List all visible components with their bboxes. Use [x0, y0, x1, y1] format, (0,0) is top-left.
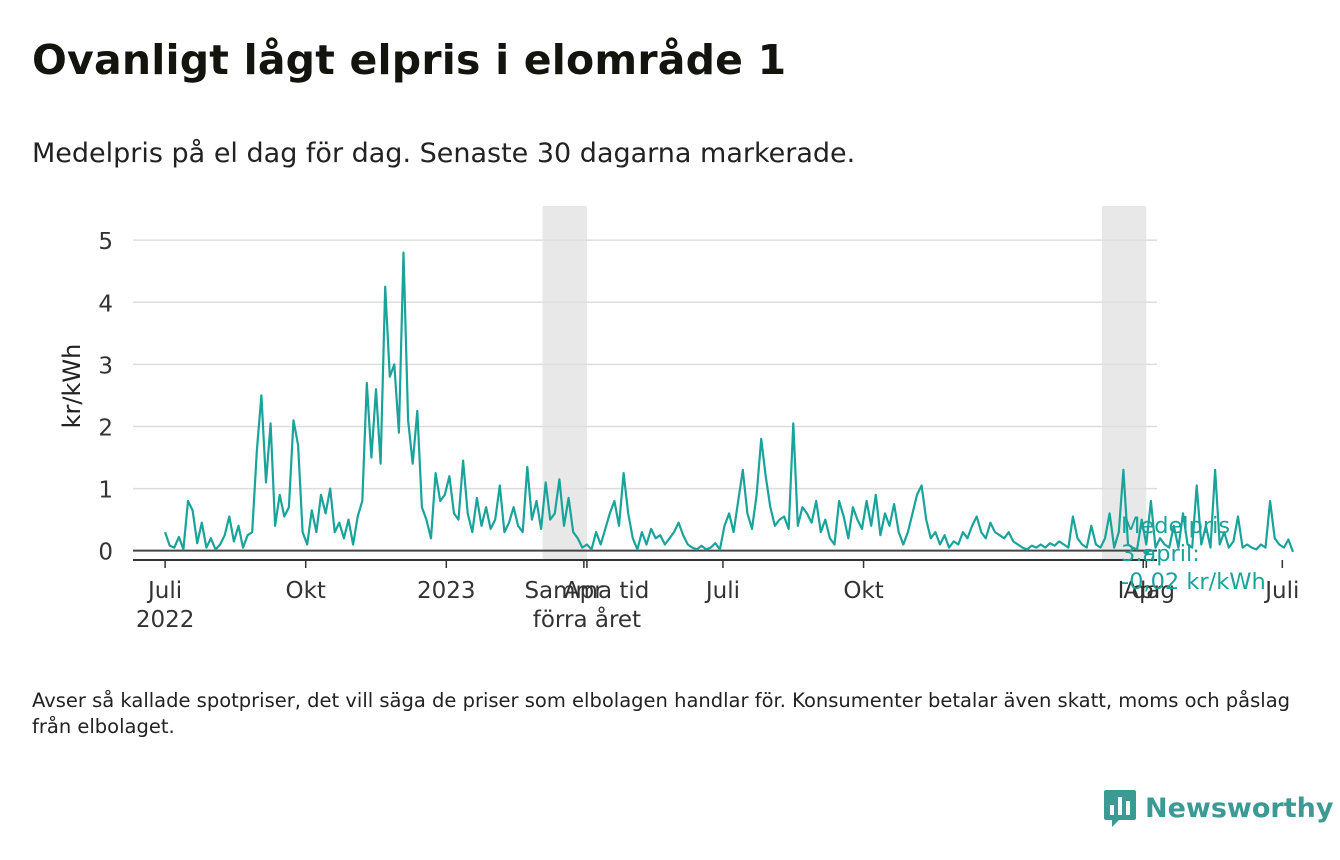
latest-point: [1143, 548, 1150, 555]
marker-label: Samma tid: [524, 578, 649, 604]
x-tick-label: Apr: [564, 578, 604, 604]
y-tick-label: 1: [98, 478, 113, 504]
chart-title: Ovanligt lågt elpris i elområde 1: [32, 36, 787, 84]
y-tick-label: 3: [98, 353, 113, 379]
y-tick-label: 5: [98, 229, 113, 255]
chart-subtitle: Medelpris på el dag för dag. Senaste 30 …: [32, 138, 856, 169]
marker-label: I dag: [1118, 578, 1175, 604]
x-tick-label: Juli: [1263, 578, 1299, 604]
footnote: Avser så kallade spotpriser, det vill sä…: [32, 689, 1291, 738]
brand-logo[interactable]: Newsworthy: [1103, 788, 1333, 828]
price-line-chart: 0 1 2 3 4 5 kr/kWh Juli 2022 Okt 2023 Apr Juli Okt A…: [58, 206, 1299, 633]
x-tick-label: Okt: [843, 578, 883, 604]
annotation-line: 3.april:: [1121, 541, 1200, 567]
y-tick-label: 2: [98, 415, 113, 441]
x-tick-label: 2023: [417, 578, 476, 604]
brand-name: Newsworthy: [1145, 792, 1334, 824]
x-tick-label: Juli: [146, 578, 182, 604]
x-axis: Juli 2022 Okt 2023 Apr Juli Okt Apr Juli Samma ti…: [133, 559, 1299, 633]
marker-sublabel: förra året: [533, 605, 641, 633]
newsworthy-logo-icon: [1104, 790, 1136, 827]
highlight-bands: [542, 206, 1147, 560]
y-gridlines: [133, 239, 1157, 552]
annotation-line: Medelpris: [1121, 513, 1230, 539]
annotation-line: -0,02 kr/kWh: [1121, 569, 1266, 595]
price-series-line: [164, 251, 1295, 553]
x-tick-sublabel: 2022: [136, 607, 195, 633]
highlight-band: [542, 206, 587, 560]
y-tick-labels: 0 1 2 3 4 5: [98, 229, 113, 566]
x-tick-label: Apr: [1123, 578, 1163, 604]
highlight-band: [1101, 206, 1147, 560]
y-tick-label: 0: [98, 540, 113, 566]
y-tick-label: 4: [98, 291, 113, 317]
x-tick-label: Juli: [704, 578, 740, 604]
x-tick-label: Okt: [285, 578, 325, 604]
y-axis-label: kr/kWh: [58, 344, 86, 429]
